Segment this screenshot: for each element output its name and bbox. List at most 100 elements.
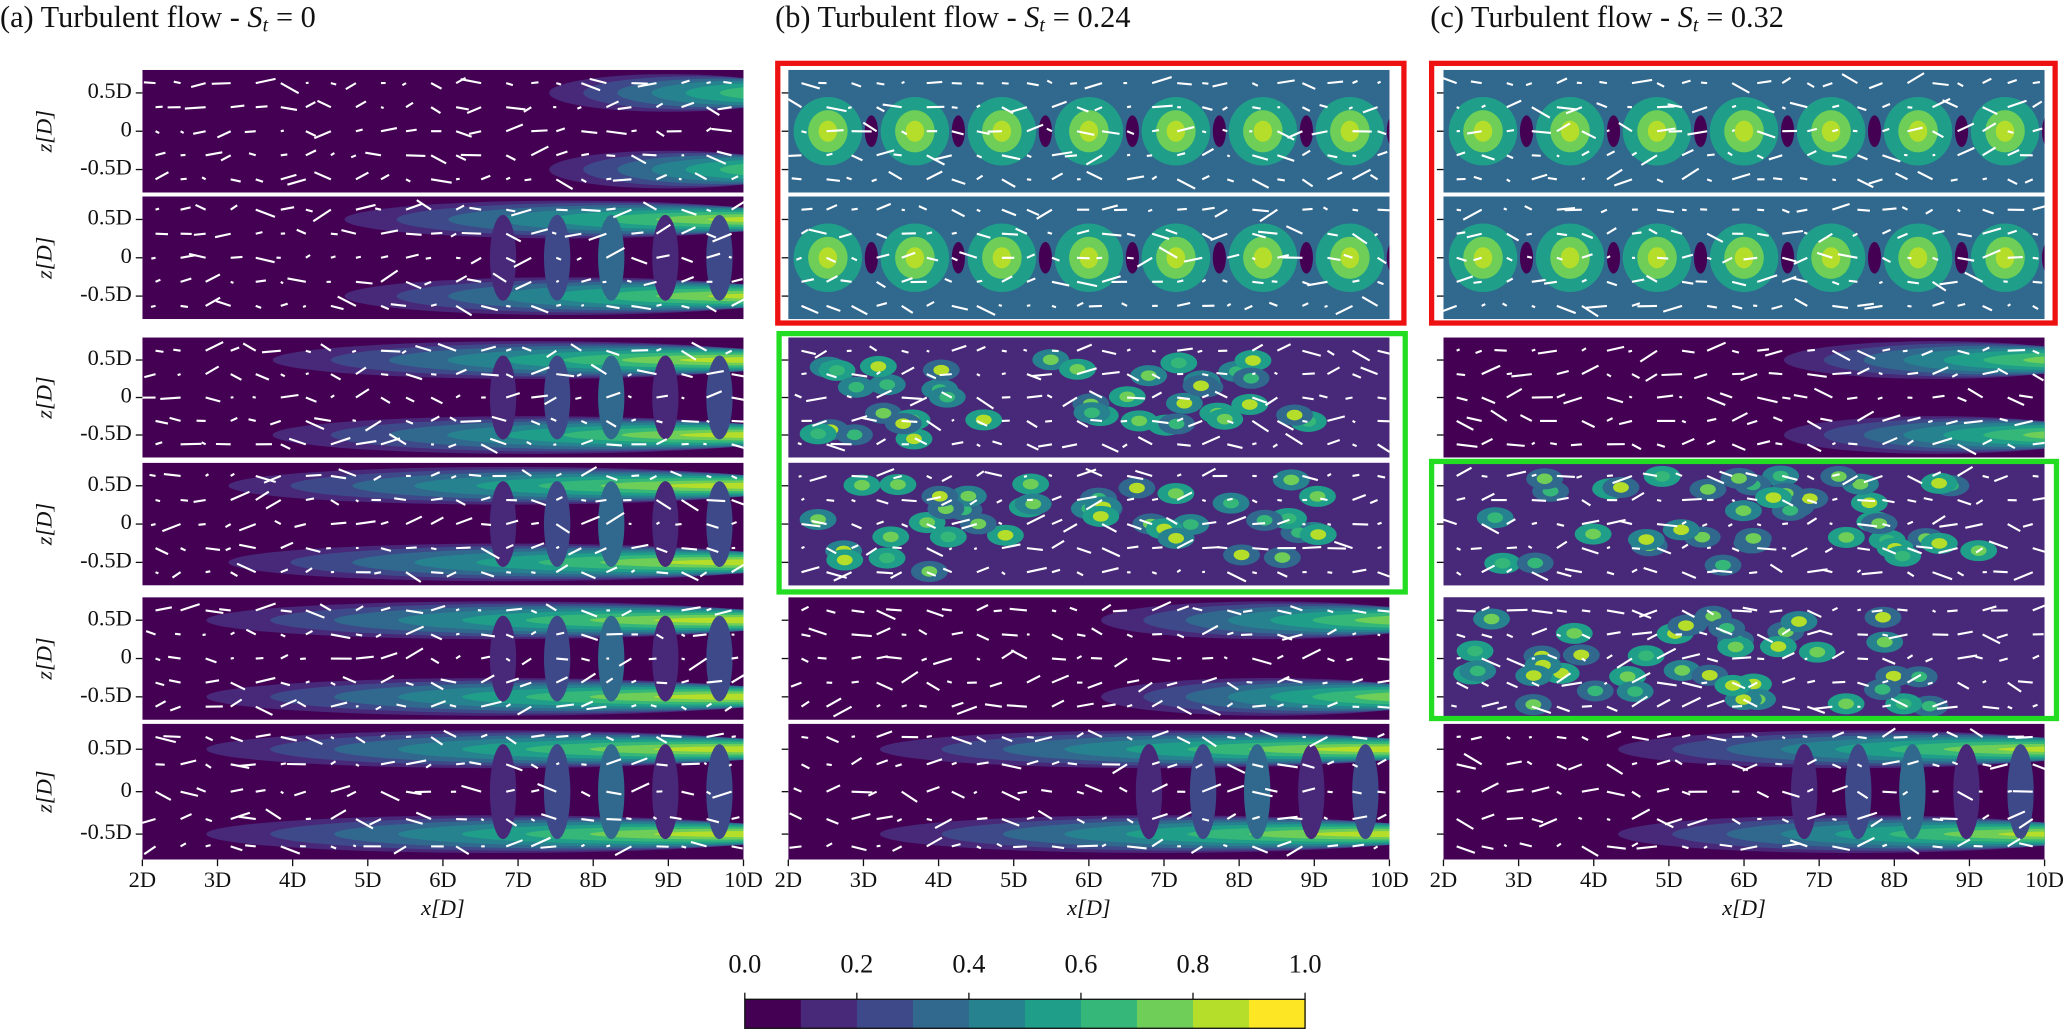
contour-level — [1129, 482, 1145, 494]
contour-level — [2023, 356, 2045, 364]
velocity-arrow — [380, 652, 398, 660]
contour-level — [1038, 115, 1052, 148]
velocity-arrow — [1925, 208, 1934, 215]
velocity-arrow — [430, 497, 443, 502]
velocity-arrow — [230, 346, 240, 352]
contour-level — [1874, 684, 1891, 695]
velocity-arrow — [876, 815, 893, 821]
velocity-arrow — [588, 232, 607, 241]
velocity-arrow — [1707, 762, 1716, 766]
velocity-arrow — [517, 705, 532, 716]
contour-level — [1170, 357, 1187, 369]
velocity-arrow — [656, 419, 663, 424]
velocity-arrow — [631, 349, 649, 352]
velocity-arrow — [976, 761, 989, 766]
velocity-arrow — [1481, 364, 1501, 376]
velocity-arrow — [169, 705, 181, 712]
velocity-arrow — [1923, 497, 1933, 502]
velocity-arrow — [1868, 82, 1883, 90]
contour-level — [1131, 415, 1148, 427]
contour-level — [1782, 505, 1799, 516]
velocity-arrow — [405, 625, 425, 636]
velocity-arrow — [1456, 151, 1466, 157]
velocity-arrow — [951, 441, 964, 446]
velocity-arrow — [1176, 126, 1195, 133]
velocity-arrow — [1719, 470, 1733, 477]
velocity-arrow — [1656, 443, 1666, 448]
velocity-arrow — [355, 255, 362, 259]
velocity-arrow — [581, 633, 599, 642]
velocity-arrow — [1781, 818, 1789, 823]
velocity-arrow — [1462, 208, 1483, 221]
contour-level — [1525, 670, 1542, 681]
velocity-arrow — [1831, 650, 1845, 660]
velocity-arrow — [1832, 304, 1849, 309]
velocity-arrow — [655, 633, 664, 640]
velocity-arrow — [1352, 523, 1369, 526]
velocity-arrow — [280, 698, 297, 708]
velocity-arrow — [851, 415, 868, 422]
velocity-arrow — [255, 178, 264, 183]
velocity-arrow — [1226, 178, 1235, 183]
velocity-arrow — [580, 178, 587, 183]
velocity-arrow — [1531, 705, 1552, 714]
velocity-arrow — [851, 207, 858, 211]
velocity-arrow — [1151, 761, 1160, 766]
contour-level — [1167, 488, 1184, 499]
velocity-arrow — [1681, 790, 1691, 796]
velocity-arrow — [2018, 394, 2033, 399]
velocity-arrow — [380, 127, 398, 133]
panel-title: (b) Turbulent flow - St = 0.24 — [775, 0, 1130, 36]
velocity-arrow — [545, 603, 557, 612]
velocity-arrow — [1324, 304, 1328, 308]
velocity-arrow — [1882, 547, 1897, 555]
velocity-arrow — [480, 345, 497, 352]
velocity-arrow — [430, 373, 437, 376]
velocity-arrow — [1201, 783, 1222, 793]
velocity-arrow — [1837, 253, 1858, 259]
x-tick-label: 3D — [204, 867, 231, 892]
contour-level — [1135, 744, 1163, 840]
velocity-arrow — [976, 373, 981, 377]
velocity-arrow — [1975, 547, 1984, 554]
velocity-arrow — [681, 547, 698, 551]
velocity-arrow — [1631, 672, 1651, 684]
velocity-arrow — [801, 207, 813, 211]
velocity-arrow — [1982, 177, 1988, 181]
velocity-arrow — [1556, 842, 1562, 848]
contour-level — [1241, 399, 1258, 410]
velocity-arrow — [280, 206, 295, 211]
velocity-arrow — [811, 520, 827, 526]
velocity-arrow — [1026, 82, 1039, 87]
velocity-arrow — [1463, 752, 1483, 766]
contour-level — [598, 481, 625, 567]
velocity-arrow — [1882, 436, 1898, 446]
velocity-arrow — [1076, 343, 1093, 352]
x-axis-label: x[D] — [420, 895, 465, 920]
velocity-arrow — [1681, 167, 1700, 181]
velocity-arrow — [812, 419, 827, 427]
velocity-arrow — [1631, 568, 1638, 574]
velocity-arrow — [1076, 571, 1084, 577]
velocity-arrow — [180, 442, 202, 446]
velocity-arrow — [1871, 609, 1883, 613]
velocity-arrow — [145, 630, 156, 636]
velocity-arrow — [2014, 419, 2033, 427]
velocity-arrow — [1731, 412, 1748, 422]
velocity-arrow — [380, 106, 384, 110]
velocity-arrow — [586, 705, 607, 711]
velocity-arrow — [1796, 208, 1808, 213]
velocity-arrow — [914, 437, 928, 446]
velocity-arrow — [455, 608, 460, 612]
velocity-arrow — [941, 499, 953, 507]
velocity-arrow — [1201, 435, 1221, 446]
velocity-arrow — [1276, 130, 1295, 141]
velocity-arrow — [1051, 657, 1067, 661]
velocity-arrow — [690, 841, 707, 848]
velocity-arrow — [1731, 304, 1743, 310]
velocity-arrow — [205, 657, 217, 664]
velocity-arrow — [1731, 173, 1751, 181]
contour-panel — [788, 196, 1390, 320]
velocity-arrow — [1026, 816, 1035, 821]
velocity-arrow — [355, 763, 360, 767]
